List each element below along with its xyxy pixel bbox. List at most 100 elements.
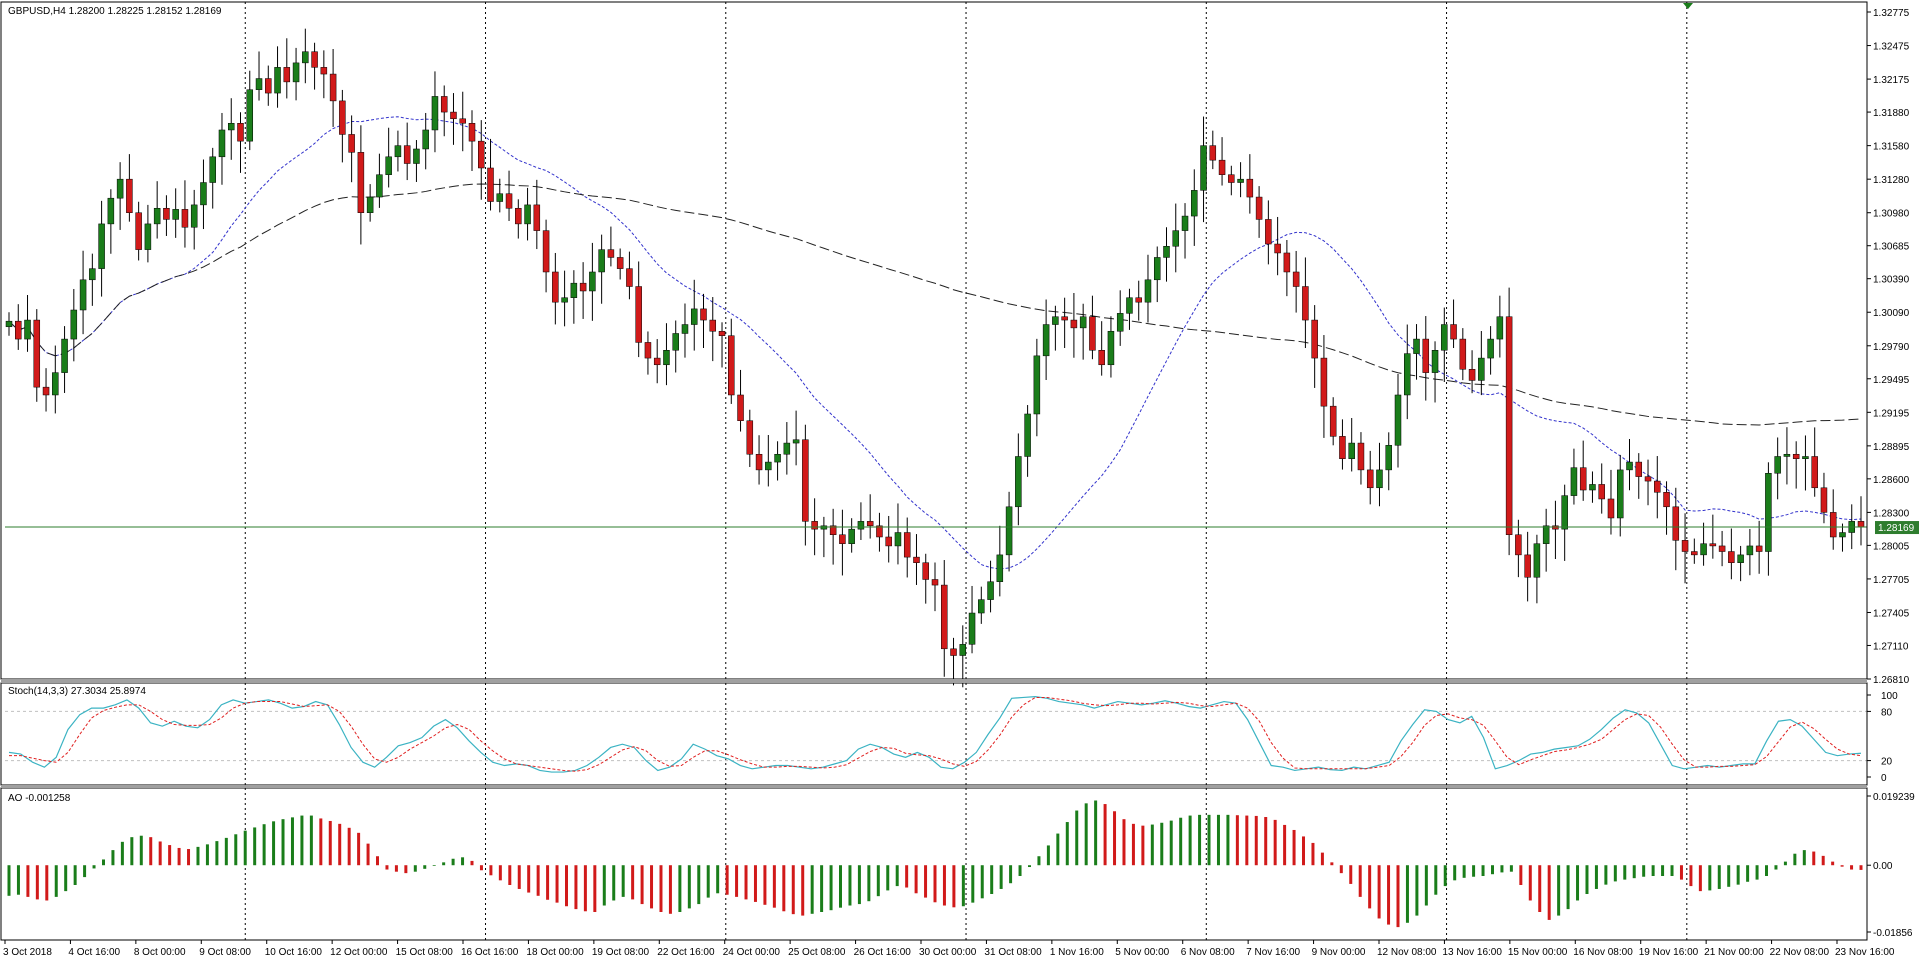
bearish-candle (709, 319, 717, 332)
bullish-candle (1015, 456, 1022, 508)
time-tick-label: 15 Nov 00:00 (1508, 947, 1568, 958)
bullish-candle (672, 333, 679, 351)
bullish-candle (1737, 554, 1744, 563)
bullish-candle (765, 461, 772, 471)
bearish-candle (1135, 297, 1142, 303)
bearish-candle (700, 308, 707, 321)
bearish-candle (746, 420, 754, 455)
bullish-candle (98, 223, 105, 269)
bearish-candle (1811, 456, 1818, 489)
bearish-candle (339, 100, 346, 135)
bullish-candle (1839, 532, 1846, 538)
time-tick-label: 9 Nov 00:00 (1312, 947, 1366, 958)
bearish-candle (1329, 405, 1337, 437)
stoch-signal-line (9, 696, 1862, 772)
stochastic-panel[interactable] (5, 696, 1867, 773)
bullish-candle (681, 324, 689, 334)
bearish-candle (1265, 219, 1272, 245)
bullish-candle (1348, 442, 1355, 459)
ao-tick-label: 0.00 (1873, 861, 1893, 872)
bearish-candle (1459, 338, 1467, 370)
time-tick-label: 12 Nov 08:00 (1377, 947, 1437, 958)
bearish-candle (579, 282, 587, 292)
bullish-candle (274, 67, 281, 94)
bearish-candle (478, 140, 485, 169)
bullish-candle (1774, 456, 1781, 474)
price-tick-label: 1.27110 (1873, 641, 1909, 652)
bearish-candle (1663, 492, 1670, 508)
chart-shift-marker-icon[interactable] (1683, 3, 1693, 9)
bullish-candle (144, 223, 152, 250)
candlesticks (5, 28, 1865, 688)
bullish-candle (1079, 316, 1087, 329)
bearish-candle (903, 532, 911, 558)
bearish-candle (1422, 338, 1430, 373)
price-tick-label: 1.28005 (1873, 541, 1910, 552)
bullish-candle (1404, 353, 1411, 396)
bullish-candle (1496, 316, 1504, 340)
bearish-candle (348, 134, 355, 153)
bullish-candle (52, 372, 59, 396)
awesome-oscillator-panel[interactable] (7, 800, 1863, 928)
time-tick-label: 16 Nov 08:00 (1573, 947, 1633, 958)
bearish-candle (811, 521, 818, 530)
time-tick-label: 8 Oct 00:00 (134, 947, 186, 958)
bearish-candle (829, 525, 837, 536)
bullish-candle (366, 196, 374, 213)
time-tick-label: 24 Oct 00:00 (723, 947, 781, 958)
price-tick-label: 1.26810 (1873, 675, 1910, 686)
time-axis: 3 Oct 2018 4 Oct 16:00 8 Oct 00:00 9 Oct 08… (3, 940, 1895, 958)
bearish-candle (1644, 476, 1652, 482)
bullish-candle (107, 197, 115, 225)
price-tick-label: 1.31580 (1873, 142, 1910, 153)
bullish-candle (89, 268, 96, 281)
bearish-candle (885, 536, 892, 547)
bearish-candle (1255, 196, 1263, 220)
bearish-candle (1672, 506, 1680, 541)
price-tick-label: 1.30685 (1873, 242, 1910, 253)
bearish-candle (1228, 174, 1235, 183)
bullish-candle (376, 174, 383, 198)
bullish-candle (246, 89, 254, 142)
bullish-candle (1191, 190, 1198, 217)
ao-tick-label: -0.01856 (1873, 928, 1913, 939)
bullish-candle (968, 612, 976, 645)
bearish-candle (1681, 540, 1689, 552)
bullish-candle (172, 209, 179, 220)
price-tick-label: 1.27405 (1873, 608, 1910, 619)
bullish-candle (218, 129, 226, 158)
price-tick-label: 1.31280 (1873, 175, 1910, 186)
time-tick-label: 9 Oct 08:00 (199, 947, 251, 958)
current-price-value: 1.28169 (1878, 523, 1915, 534)
stoch-tick-label: 20 (1881, 757, 1893, 768)
ao-tick-label: 0.019239 (1873, 792, 1915, 803)
bullish-candle (1746, 545, 1754, 556)
bearish-candle (1829, 512, 1837, 538)
bullish-candle (385, 156, 392, 175)
bullish-candle (848, 528, 855, 544)
bearish-candle (468, 123, 476, 142)
bearish-candle (440, 96, 448, 113)
bullish-candle (1024, 413, 1031, 457)
price-panel[interactable] (5, 28, 1867, 688)
bearish-candle (1654, 480, 1661, 493)
bearish-candle (1579, 467, 1587, 491)
time-tick-label: 7 Nov 16:00 (1246, 947, 1300, 958)
time-tick-label: 15 Oct 08:00 (396, 947, 454, 958)
bullish-candle (1589, 484, 1596, 491)
bearish-candle (1709, 543, 1717, 547)
bearish-candle (950, 648, 957, 656)
bearish-candle (1691, 551, 1698, 556)
bearish-candle (265, 78, 272, 94)
bearish-candle (839, 534, 846, 544)
stoch-tick-label: 100 (1881, 691, 1898, 702)
bearish-candle (1450, 324, 1457, 340)
bearish-candle (1468, 369, 1476, 381)
bearish-candle (357, 152, 365, 213)
bullish-candle (1163, 246, 1170, 258)
bullish-candle (987, 581, 994, 600)
bullish-candle (70, 309, 78, 340)
bearish-candle (126, 178, 133, 213)
bearish-candle (42, 386, 50, 396)
